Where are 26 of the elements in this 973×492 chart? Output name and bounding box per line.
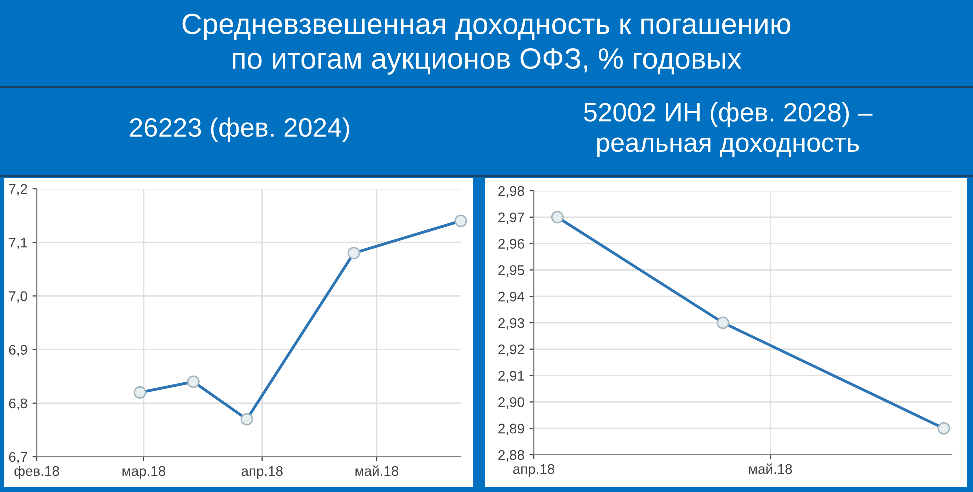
y-tick-label: 6,8 [9,398,28,410]
chart-subtitle: 26223 (фев. 2024) [130,118,350,142]
chart-subtitle: 52002 ИН (фев. 2028) – реальная доходность [584,102,873,158]
y-tick-label: 2,98 [498,186,524,198]
y-tick-label: 6,9 [9,345,28,357]
y-tick-label: 2,95 [498,266,524,278]
y-tick-label: 2,90 [498,398,524,410]
y-tick-label: 2,89 [498,424,524,436]
x-tick-label: май.18 [749,464,792,474]
y-tick-label: 7,0 [9,292,28,304]
y-tick-label: 6,7 [9,452,28,464]
x-tick-label: мар.18 [122,466,166,479]
x-tick-label: апр.18 [513,464,555,477]
x-tick-label: апр.18 [242,466,283,479]
y-tick-label: 2,94 [498,292,525,304]
x-tick-label: май.18 [356,466,399,476]
y-tick-label: 2,96 [498,239,524,251]
y-tick-label: 2,93 [498,318,524,330]
y-tick-label: 2,88 [498,450,524,462]
y-tick-label: 7,1 [9,238,28,250]
y-tick-label: 2,91 [498,371,524,383]
y-tick-label: 2,92 [498,344,524,356]
y-tick-label: 2,97 [498,212,524,224]
chart-title: Средневзвешенная доходность к погашению по итогам аукционов ОФЗ, % годовых [182,14,790,75]
x-tick-label: фев.18 [14,466,60,479]
y-tick-label: 7,2 [9,184,28,196]
